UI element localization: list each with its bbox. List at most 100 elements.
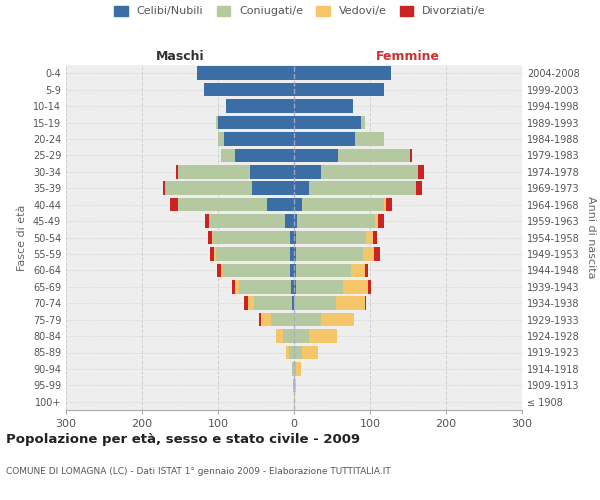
Bar	[221, 264, 223, 277]
Bar	[296, 264, 351, 277]
Bar	[289, 346, 294, 359]
Text: Femmine: Femmine	[376, 50, 440, 62]
Bar	[294, 182, 309, 195]
Bar	[285, 214, 294, 228]
Y-axis label: Fasce di età: Fasce di età	[17, 204, 27, 270]
Bar	[296, 247, 363, 260]
Bar	[252, 182, 294, 195]
Bar	[355, 132, 383, 145]
Bar	[309, 182, 416, 195]
Bar	[268, 198, 294, 211]
Bar	[292, 362, 294, 376]
Bar	[176, 165, 178, 178]
Bar	[276, 330, 283, 343]
Bar	[271, 313, 294, 326]
Bar	[383, 198, 386, 211]
Bar	[218, 132, 224, 145]
Bar	[235, 148, 294, 162]
Bar	[365, 264, 368, 277]
Bar	[205, 214, 209, 228]
Bar	[197, 66, 294, 80]
Text: COMUNE DI LOMAGNA (LC) - Dati ISTAT 1° gennaio 2009 - Elaborazione TUTTITALIA.IT: COMUNE DI LOMAGNA (LC) - Dati ISTAT 1° g…	[6, 468, 391, 476]
Y-axis label: Anni di nascita: Anni di nascita	[586, 196, 596, 279]
Bar	[294, 214, 297, 228]
Bar	[163, 182, 165, 195]
Bar	[373, 231, 377, 244]
Text: Popolazione per età, sesso e stato civile - 2009: Popolazione per età, sesso e stato civil…	[6, 432, 360, 446]
Bar	[223, 264, 290, 277]
Bar	[286, 346, 289, 359]
Bar	[338, 148, 410, 162]
Bar	[221, 148, 235, 162]
Bar	[259, 313, 260, 326]
Bar	[296, 280, 343, 293]
Bar	[294, 378, 295, 392]
Bar	[294, 231, 296, 244]
Bar	[374, 214, 379, 228]
Bar	[217, 264, 221, 277]
Bar	[205, 83, 294, 96]
Bar	[294, 165, 320, 178]
Bar	[294, 330, 309, 343]
Bar	[224, 132, 294, 145]
Bar	[302, 346, 319, 359]
Bar	[290, 231, 294, 244]
Bar	[212, 231, 290, 244]
Bar	[309, 330, 337, 343]
Bar	[320, 313, 354, 326]
Bar	[363, 247, 374, 260]
Bar	[232, 280, 235, 293]
Bar	[294, 296, 336, 310]
Bar	[216, 247, 290, 260]
Bar	[291, 280, 294, 293]
Bar	[178, 198, 268, 211]
Bar	[294, 83, 383, 96]
Bar	[239, 280, 291, 293]
Bar	[294, 66, 391, 80]
Bar	[214, 247, 216, 260]
Bar	[294, 148, 338, 162]
Bar	[297, 214, 374, 228]
Bar	[248, 296, 254, 310]
Bar	[302, 198, 383, 211]
Bar	[294, 362, 296, 376]
Bar	[351, 264, 365, 277]
Bar	[418, 165, 424, 178]
Bar	[365, 296, 366, 310]
Bar	[165, 182, 252, 195]
Bar	[386, 198, 392, 211]
Bar	[290, 247, 294, 260]
Bar	[178, 165, 250, 178]
Bar	[320, 165, 418, 178]
Bar	[170, 198, 178, 211]
Bar	[294, 264, 296, 277]
Bar	[294, 346, 302, 359]
Bar	[235, 280, 239, 293]
Bar	[208, 231, 212, 244]
Bar	[218, 116, 294, 129]
Bar	[295, 378, 296, 392]
Bar	[293, 378, 294, 392]
Bar	[294, 313, 320, 326]
Bar	[368, 280, 371, 293]
Bar	[294, 100, 353, 113]
Bar	[294, 395, 295, 408]
Legend: Celibi/Nubili, Coniugati/e, Vedovi/e, Divorziati/e: Celibi/Nubili, Coniugati/e, Vedovi/e, Di…	[115, 6, 485, 16]
Bar	[336, 296, 365, 310]
Text: Maschi: Maschi	[155, 50, 205, 62]
Bar	[292, 296, 294, 310]
Bar	[250, 165, 294, 178]
Bar	[416, 182, 422, 195]
Bar	[366, 231, 373, 244]
Bar	[374, 247, 380, 260]
Bar	[361, 116, 365, 129]
Bar	[254, 296, 292, 310]
Bar	[294, 132, 355, 145]
Bar	[290, 264, 294, 277]
Bar	[260, 313, 271, 326]
Bar	[294, 198, 302, 211]
Bar	[379, 214, 385, 228]
Bar	[343, 280, 368, 293]
Bar	[294, 116, 361, 129]
Bar	[211, 247, 214, 260]
